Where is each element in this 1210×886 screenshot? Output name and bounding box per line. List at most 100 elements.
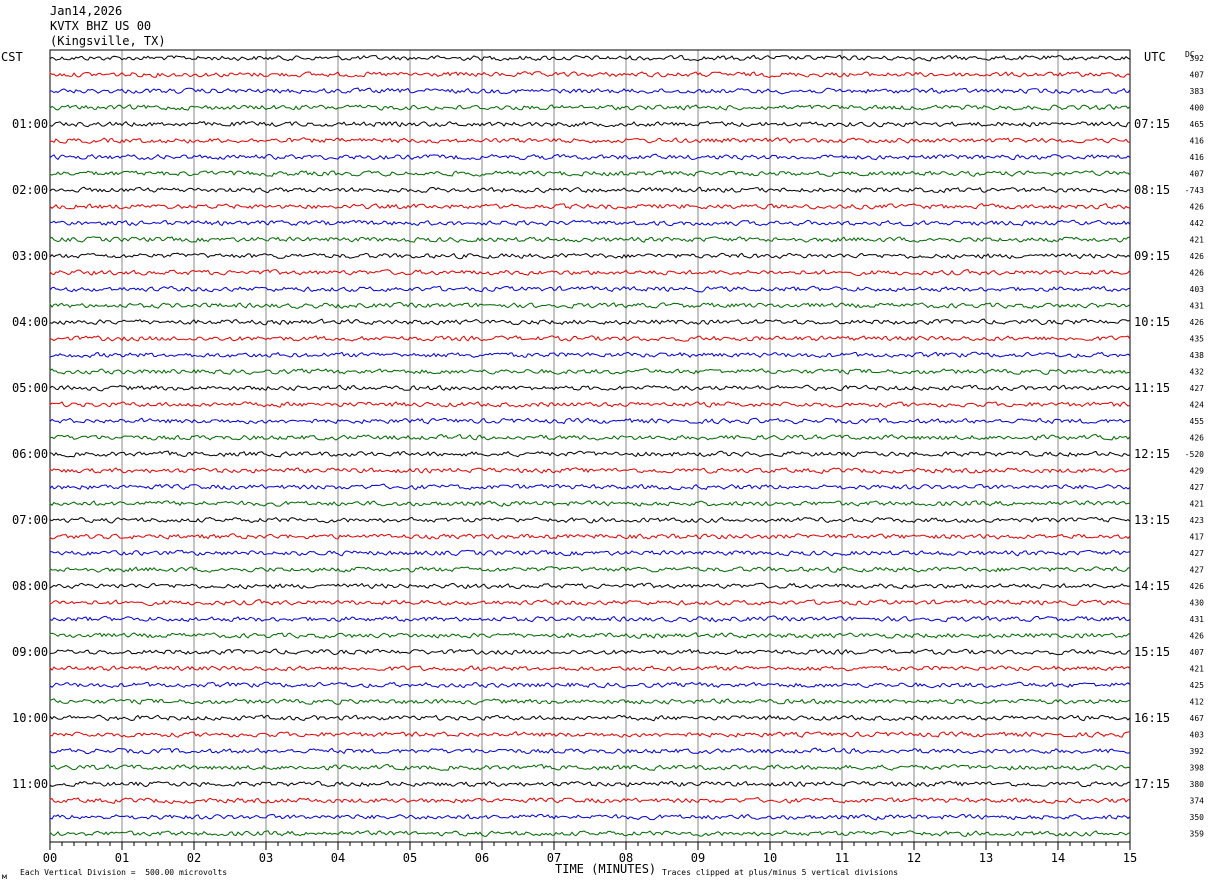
trace-line: [49, 599, 1131, 607]
plot-frame: [49, 49, 1131, 843]
trace-line: [49, 335, 1131, 342]
record-date: Jan14,2026: [50, 4, 123, 18]
dc-offset-label: -520: [1185, 450, 1204, 459]
left-hour-label: 08:00: [12, 579, 48, 593]
dc-offset-label: 426: [1190, 252, 1205, 261]
left-hour-label: 04:00: [12, 315, 48, 329]
trace-line: [49, 384, 1131, 392]
dc-offset-label: 427: [1190, 566, 1205, 575]
x-tick-label: 09: [691, 851, 705, 865]
right-hour-label: 08:15: [1134, 183, 1170, 197]
trace-line: [49, 236, 1131, 243]
trace-line: [49, 483, 1131, 491]
trace-line: [49, 368, 1131, 375]
dc-offset-label: 407: [1190, 648, 1205, 657]
x-axis-title: TIME (MINUTES): [555, 862, 657, 876]
dc-offset-label: 416: [1190, 137, 1205, 146]
dc-offset-label: 438: [1190, 351, 1205, 360]
right-hour-label: 10:15: [1134, 315, 1170, 329]
dc-offset-label: 425: [1190, 681, 1205, 690]
dc-offset-label: 380: [1190, 780, 1205, 789]
left-hour-label: 05:00: [12, 381, 48, 395]
trace-line: [49, 533, 1131, 540]
trace-line: [49, 87, 1131, 95]
trace-line: [49, 71, 1131, 78]
x-tick-label: 00: [43, 851, 57, 865]
x-tick-label: 02: [187, 851, 201, 865]
trace-line: [49, 433, 1131, 441]
dc-offset-label: 426: [1190, 269, 1205, 278]
station-location: (Kingsville, TX): [50, 34, 166, 48]
trace-line: [49, 467, 1131, 474]
vertical-scale-note: Each Vertical Division = 500.00 microvol…: [20, 868, 228, 877]
x-tick-label: 07: [547, 851, 561, 865]
dc-offset-label: 403: [1190, 731, 1205, 740]
dc-offset-label: 421: [1190, 236, 1205, 245]
left-timezone-label: CST: [1, 50, 23, 64]
dc-offset-label: 374: [1190, 797, 1205, 806]
right-timezone-label: UTC: [1144, 50, 1166, 64]
dc-offset-label: 423: [1190, 516, 1205, 525]
x-tick-label: 01: [115, 851, 129, 865]
dc-offset-label: 421: [1190, 500, 1205, 509]
dc-offset-label: 416: [1190, 153, 1205, 162]
dc-offset-label: 432: [1190, 368, 1205, 377]
dc-offset-label: 407: [1190, 71, 1205, 80]
trace-line: [49, 797, 1131, 804]
dc-offset-label: 359: [1190, 830, 1205, 839]
dc-offset-label: 427: [1190, 483, 1205, 492]
left-hour-label: 07:00: [12, 513, 48, 527]
left-hour-label: 10:00: [12, 711, 48, 725]
dc-offset-label: 426: [1190, 203, 1205, 212]
x-tick-label: 14: [1051, 851, 1065, 865]
trace-line: [49, 219, 1131, 227]
trace-line: [49, 549, 1131, 557]
left-hour-label: 09:00: [12, 645, 48, 659]
dc-offset-label: 442: [1190, 219, 1205, 228]
dc-offset-label: 426: [1190, 434, 1205, 443]
dc-offset-label: 392: [1190, 54, 1205, 63]
trace-line: [49, 450, 1131, 458]
trace-line: [49, 763, 1131, 771]
trace-line: [49, 417, 1131, 425]
clipping-note: Traces clipped at plus/minus 5 vertical …: [662, 868, 899, 877]
corner-mark: м: [2, 872, 7, 881]
trace-line: [49, 780, 1131, 788]
trace-line: [49, 170, 1131, 177]
station-code: KVTX BHZ US 00: [50, 19, 152, 33]
trace-line: [49, 104, 1131, 111]
trace-line: [49, 186, 1131, 194]
dc-offset-label: 426: [1190, 582, 1205, 591]
left-hour-label: 01:00: [12, 117, 48, 131]
dc-offset-label: 429: [1190, 467, 1205, 476]
right-hour-label: 12:15: [1134, 447, 1170, 461]
right-hour-label: 16:15: [1134, 711, 1170, 725]
trace-line: [49, 747, 1131, 755]
right-hour-label: 07:15: [1134, 117, 1170, 131]
trace-line: [49, 54, 1131, 62]
x-tick-label: 11: [835, 851, 849, 865]
x-tick-label: 08: [619, 851, 633, 865]
right-hour-label: 17:15: [1134, 777, 1170, 791]
trace-line: [49, 714, 1131, 722]
dc-offset-label: 427: [1190, 384, 1205, 393]
dc-offset-label: 412: [1190, 698, 1205, 707]
trace-line: [49, 252, 1131, 260]
trace-line: [49, 813, 1131, 821]
dc-offset-label: 350: [1190, 813, 1205, 822]
dc-offset-label: 421: [1190, 665, 1205, 674]
dc-offset-label: 403: [1190, 285, 1205, 294]
dc-offset-label: 424: [1190, 401, 1205, 410]
dc-offset-label: 407: [1190, 170, 1205, 179]
trace-line: [49, 731, 1131, 738]
dc-offset-label: 467: [1190, 714, 1205, 723]
dc-offset-label: 455: [1190, 417, 1205, 426]
dc-offset-label: 417: [1190, 533, 1205, 542]
trace-line: [49, 566, 1131, 573]
right-hour-label: 09:15: [1134, 249, 1170, 263]
left-hour-label: 02:00: [12, 183, 48, 197]
left-hour-label: 03:00: [12, 249, 48, 263]
right-hour-label: 11:15: [1134, 381, 1170, 395]
x-tick-label: 15: [1123, 851, 1137, 865]
